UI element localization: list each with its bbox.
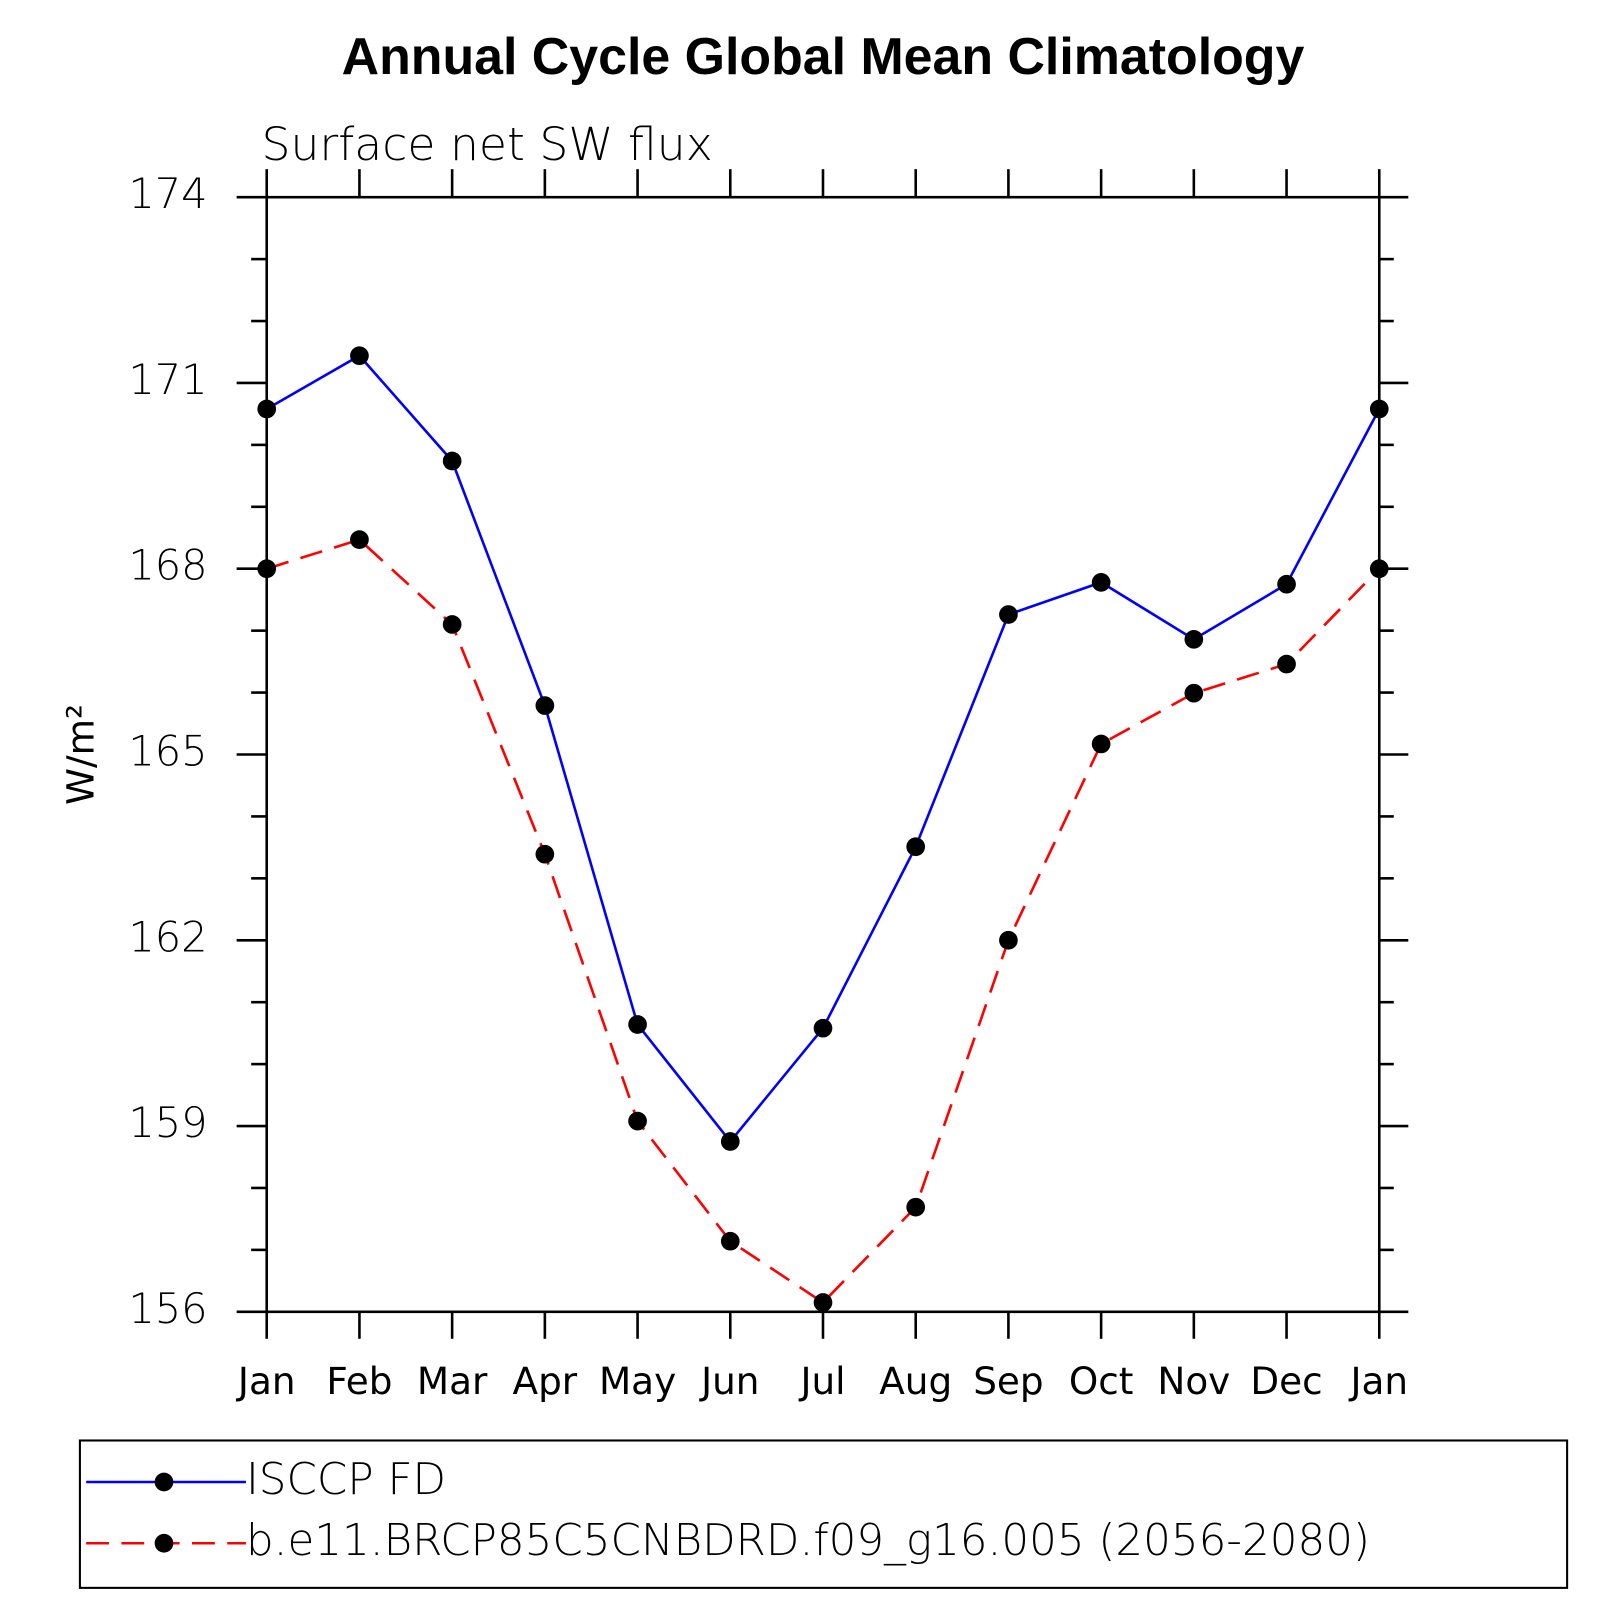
marker [1091,573,1111,592]
x-tick-label: Jan [1348,1359,1408,1403]
marker [1369,399,1389,419]
x-tick-label: Oct [1069,1359,1134,1403]
legend-label: ISCCP FD [246,1455,446,1505]
legend-marker [154,1472,174,1492]
marker [720,1231,740,1251]
y-axis-label: W/m² [59,704,103,805]
marker [813,1018,833,1038]
marker [1184,683,1204,703]
marker [1277,654,1296,674]
x-tick-label: Nov [1157,1359,1230,1403]
x-tick-label: Jun [699,1359,759,1403]
marker [350,346,369,366]
y-tick-label: 156 [128,1284,207,1333]
y-tick-label: 162 [128,912,207,961]
series-line [266,538,1381,1305]
marker [257,559,277,579]
y-tick-label: 168 [128,541,207,590]
marker [720,1132,740,1151]
x-tick-label: Apr [513,1359,578,1403]
marker [628,1111,647,1131]
chart-title: Annual Cycle Global Mean Climatology [342,27,1305,85]
marker [1369,559,1389,579]
plot-frame [265,195,1381,1314]
marker [906,837,926,857]
y-tick-label: 171 [128,355,207,404]
marker [1277,574,1296,594]
legend-marker [154,1533,174,1553]
x-tick-label: Sep [973,1359,1043,1403]
y-tick-label: 174 [128,169,207,218]
legend-label: b.e11.BRCP85C5CNBDRD.f09_g16.005 (2056-2… [246,1516,1370,1566]
marker [535,696,555,715]
x-tick-label: Aug [879,1359,952,1403]
marker [628,1015,647,1034]
y-tick-label: 165 [128,726,207,775]
marker [442,615,462,634]
x-tick-label: Mar [417,1359,488,1403]
marker [999,930,1018,950]
marker [350,530,369,549]
marker [257,399,277,419]
subtitle: Surface net SW flux [262,118,713,171]
x-tick-label: Jul [798,1359,845,1403]
marker [1184,629,1204,649]
marker [999,605,1018,624]
x-tick-label: May [599,1359,676,1403]
marker [535,844,555,864]
marker [906,1197,926,1217]
x-tick-label: Dec [1250,1359,1322,1403]
legend-box [78,1439,1569,1589]
y-tick-label: 159 [128,1098,207,1147]
marker [1091,734,1111,754]
x-tick-label: Feb [326,1359,392,1403]
x-tick-label: Jan [236,1359,296,1403]
marker [442,451,462,471]
marker [813,1293,833,1312]
